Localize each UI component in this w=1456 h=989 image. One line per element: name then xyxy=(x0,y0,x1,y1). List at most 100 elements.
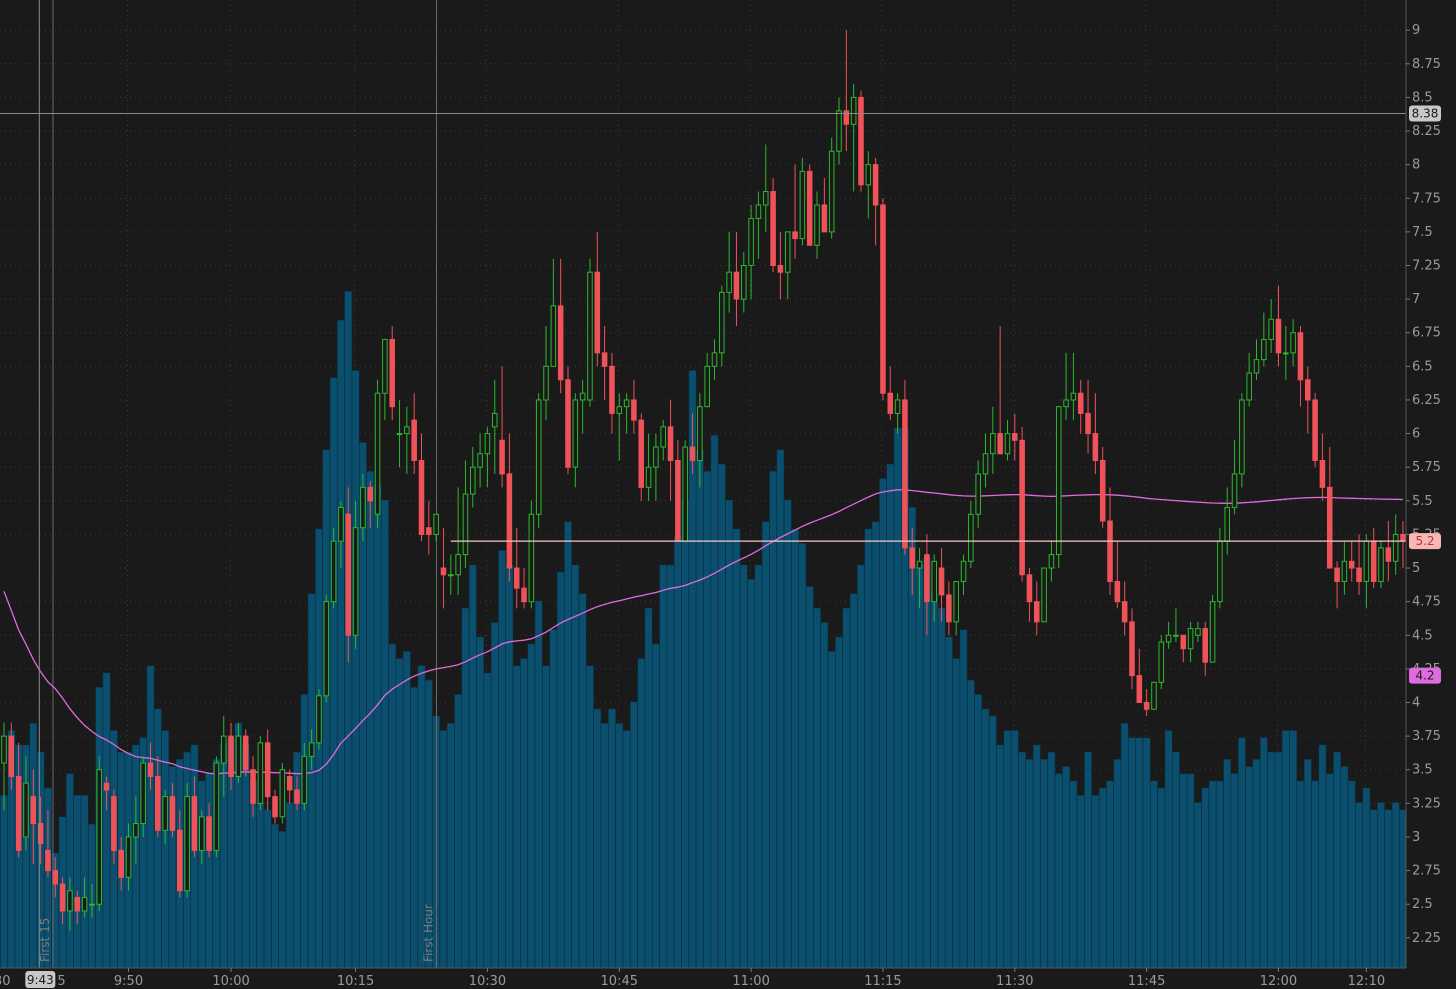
candle-body[interactable] xyxy=(1224,507,1230,542)
candle-body[interactable] xyxy=(975,473,981,515)
candle-body[interactable] xyxy=(1261,338,1267,361)
candle-body[interactable] xyxy=(1114,580,1121,603)
candle-body[interactable] xyxy=(23,782,29,838)
candle-body[interactable] xyxy=(484,433,491,455)
candle-body[interactable] xyxy=(572,399,579,468)
candle-body[interactable] xyxy=(45,849,51,872)
candle-body[interactable] xyxy=(316,695,322,744)
candle-body[interactable] xyxy=(550,305,557,367)
candle-body[interactable] xyxy=(968,513,974,562)
candle-body[interactable] xyxy=(89,903,95,906)
candle-body[interactable] xyxy=(726,271,732,293)
candle-body[interactable] xyxy=(1158,641,1165,683)
candle-body[interactable] xyxy=(470,466,476,495)
candle-body[interactable] xyxy=(404,426,410,435)
candle-body[interactable] xyxy=(733,271,740,300)
candle-body[interactable] xyxy=(513,567,520,589)
candle-body[interactable] xyxy=(448,574,454,577)
candle-body[interactable] xyxy=(909,547,916,569)
candle-body[interactable] xyxy=(1334,567,1340,582)
candle-body[interactable] xyxy=(528,513,535,603)
candle-body[interactable] xyxy=(850,96,857,125)
candle-body[interactable] xyxy=(228,735,234,777)
candle-body[interactable] xyxy=(213,762,220,851)
candle-body[interactable] xyxy=(206,816,212,851)
candle-body[interactable] xyxy=(806,170,813,246)
candle-body[interactable] xyxy=(418,459,425,535)
candle-body[interactable] xyxy=(609,365,615,414)
candle-body[interactable] xyxy=(1165,634,1172,643)
candlestick-series[interactable] xyxy=(1,30,1406,932)
candle-body[interactable] xyxy=(741,264,747,300)
candle-body[interactable] xyxy=(499,439,505,475)
candle-body[interactable] xyxy=(594,271,601,354)
candle-body[interactable] xyxy=(250,769,256,804)
candle-body[interactable] xyxy=(1253,359,1260,374)
candle-body[interactable] xyxy=(301,755,308,804)
candle-body[interactable] xyxy=(1041,567,1047,623)
candle-body[interactable] xyxy=(1129,621,1135,677)
candle-body[interactable] xyxy=(1217,540,1223,603)
candle-body[interactable] xyxy=(799,170,806,240)
candle-body[interactable] xyxy=(719,291,725,354)
candle-body[interactable] xyxy=(272,796,278,818)
candle-body[interactable] xyxy=(557,305,564,381)
candle-body[interactable] xyxy=(843,110,850,125)
time-axis[interactable]: 30 5 9:50 10:00 10:15 10:30 10:45 11:00 11:15 11:… xyxy=(0,967,1456,989)
candle-body[interactable] xyxy=(1107,520,1113,582)
candle-body[interactable] xyxy=(631,399,637,421)
candle-body[interactable] xyxy=(689,446,696,461)
candle-body[interactable] xyxy=(1151,681,1157,710)
candle-body[interactable] xyxy=(858,96,864,186)
candle-body[interactable] xyxy=(762,191,769,206)
candle-body[interactable] xyxy=(931,560,937,603)
candle-body[interactable] xyxy=(1297,332,1304,381)
candle-body[interactable] xyxy=(1209,601,1216,663)
candle-body[interactable] xyxy=(1312,399,1318,461)
candle-body[interactable] xyxy=(1,735,7,764)
candle-body[interactable] xyxy=(1004,433,1011,455)
candle-body[interactable] xyxy=(1033,601,1040,623)
candle-body[interactable] xyxy=(623,399,630,408)
candle-body[interactable] xyxy=(770,191,776,266)
candle-body[interactable] xyxy=(103,782,110,791)
candle-body[interactable] xyxy=(1136,675,1143,704)
candle-body[interactable] xyxy=(1187,628,1194,650)
candle-body[interactable] xyxy=(1341,560,1348,582)
candle-body[interactable] xyxy=(330,540,337,603)
candle-body[interactable] xyxy=(704,365,710,408)
candle-body[interactable] xyxy=(162,796,168,831)
candle-body[interactable] xyxy=(323,601,330,697)
candle-body[interactable] xyxy=(667,426,674,461)
candle-body[interactable] xyxy=(1268,318,1274,340)
candle-body[interactable] xyxy=(125,836,132,878)
candle-body[interactable] xyxy=(521,587,527,603)
candle-body[interactable] xyxy=(1319,459,1326,488)
candle-body[interactable] xyxy=(872,164,879,206)
candle-body[interactable] xyxy=(367,486,374,502)
candle-body[interactable] xyxy=(345,513,352,636)
candle-body[interactable] xyxy=(30,796,37,825)
candle-body[interactable] xyxy=(155,775,161,831)
candle-body[interactable] xyxy=(1063,399,1069,408)
candle-body[interactable] xyxy=(1077,392,1084,414)
candle-body[interactable] xyxy=(506,473,513,569)
candle-body[interactable] xyxy=(1283,352,1289,355)
candle-body[interactable] xyxy=(1305,379,1311,401)
candle-body[interactable] xyxy=(1026,574,1033,603)
candle-body[interactable] xyxy=(645,466,652,488)
candle-body[interactable] xyxy=(587,271,593,401)
candle-body[interactable] xyxy=(389,338,395,408)
candle-body[interactable] xyxy=(946,594,952,623)
candle-body[interactable] xyxy=(1290,332,1296,354)
candle-body[interactable] xyxy=(711,352,718,367)
candle-body[interactable] xyxy=(682,446,688,542)
candle-body[interactable] xyxy=(836,110,842,152)
candle-body[interactable] xyxy=(242,735,249,771)
candle-body[interactable] xyxy=(1173,634,1179,637)
candle-body[interactable] xyxy=(360,486,366,529)
candle-body[interactable] xyxy=(616,406,623,414)
candle-body[interactable] xyxy=(938,567,945,596)
candle-body[interactable] xyxy=(865,164,872,186)
